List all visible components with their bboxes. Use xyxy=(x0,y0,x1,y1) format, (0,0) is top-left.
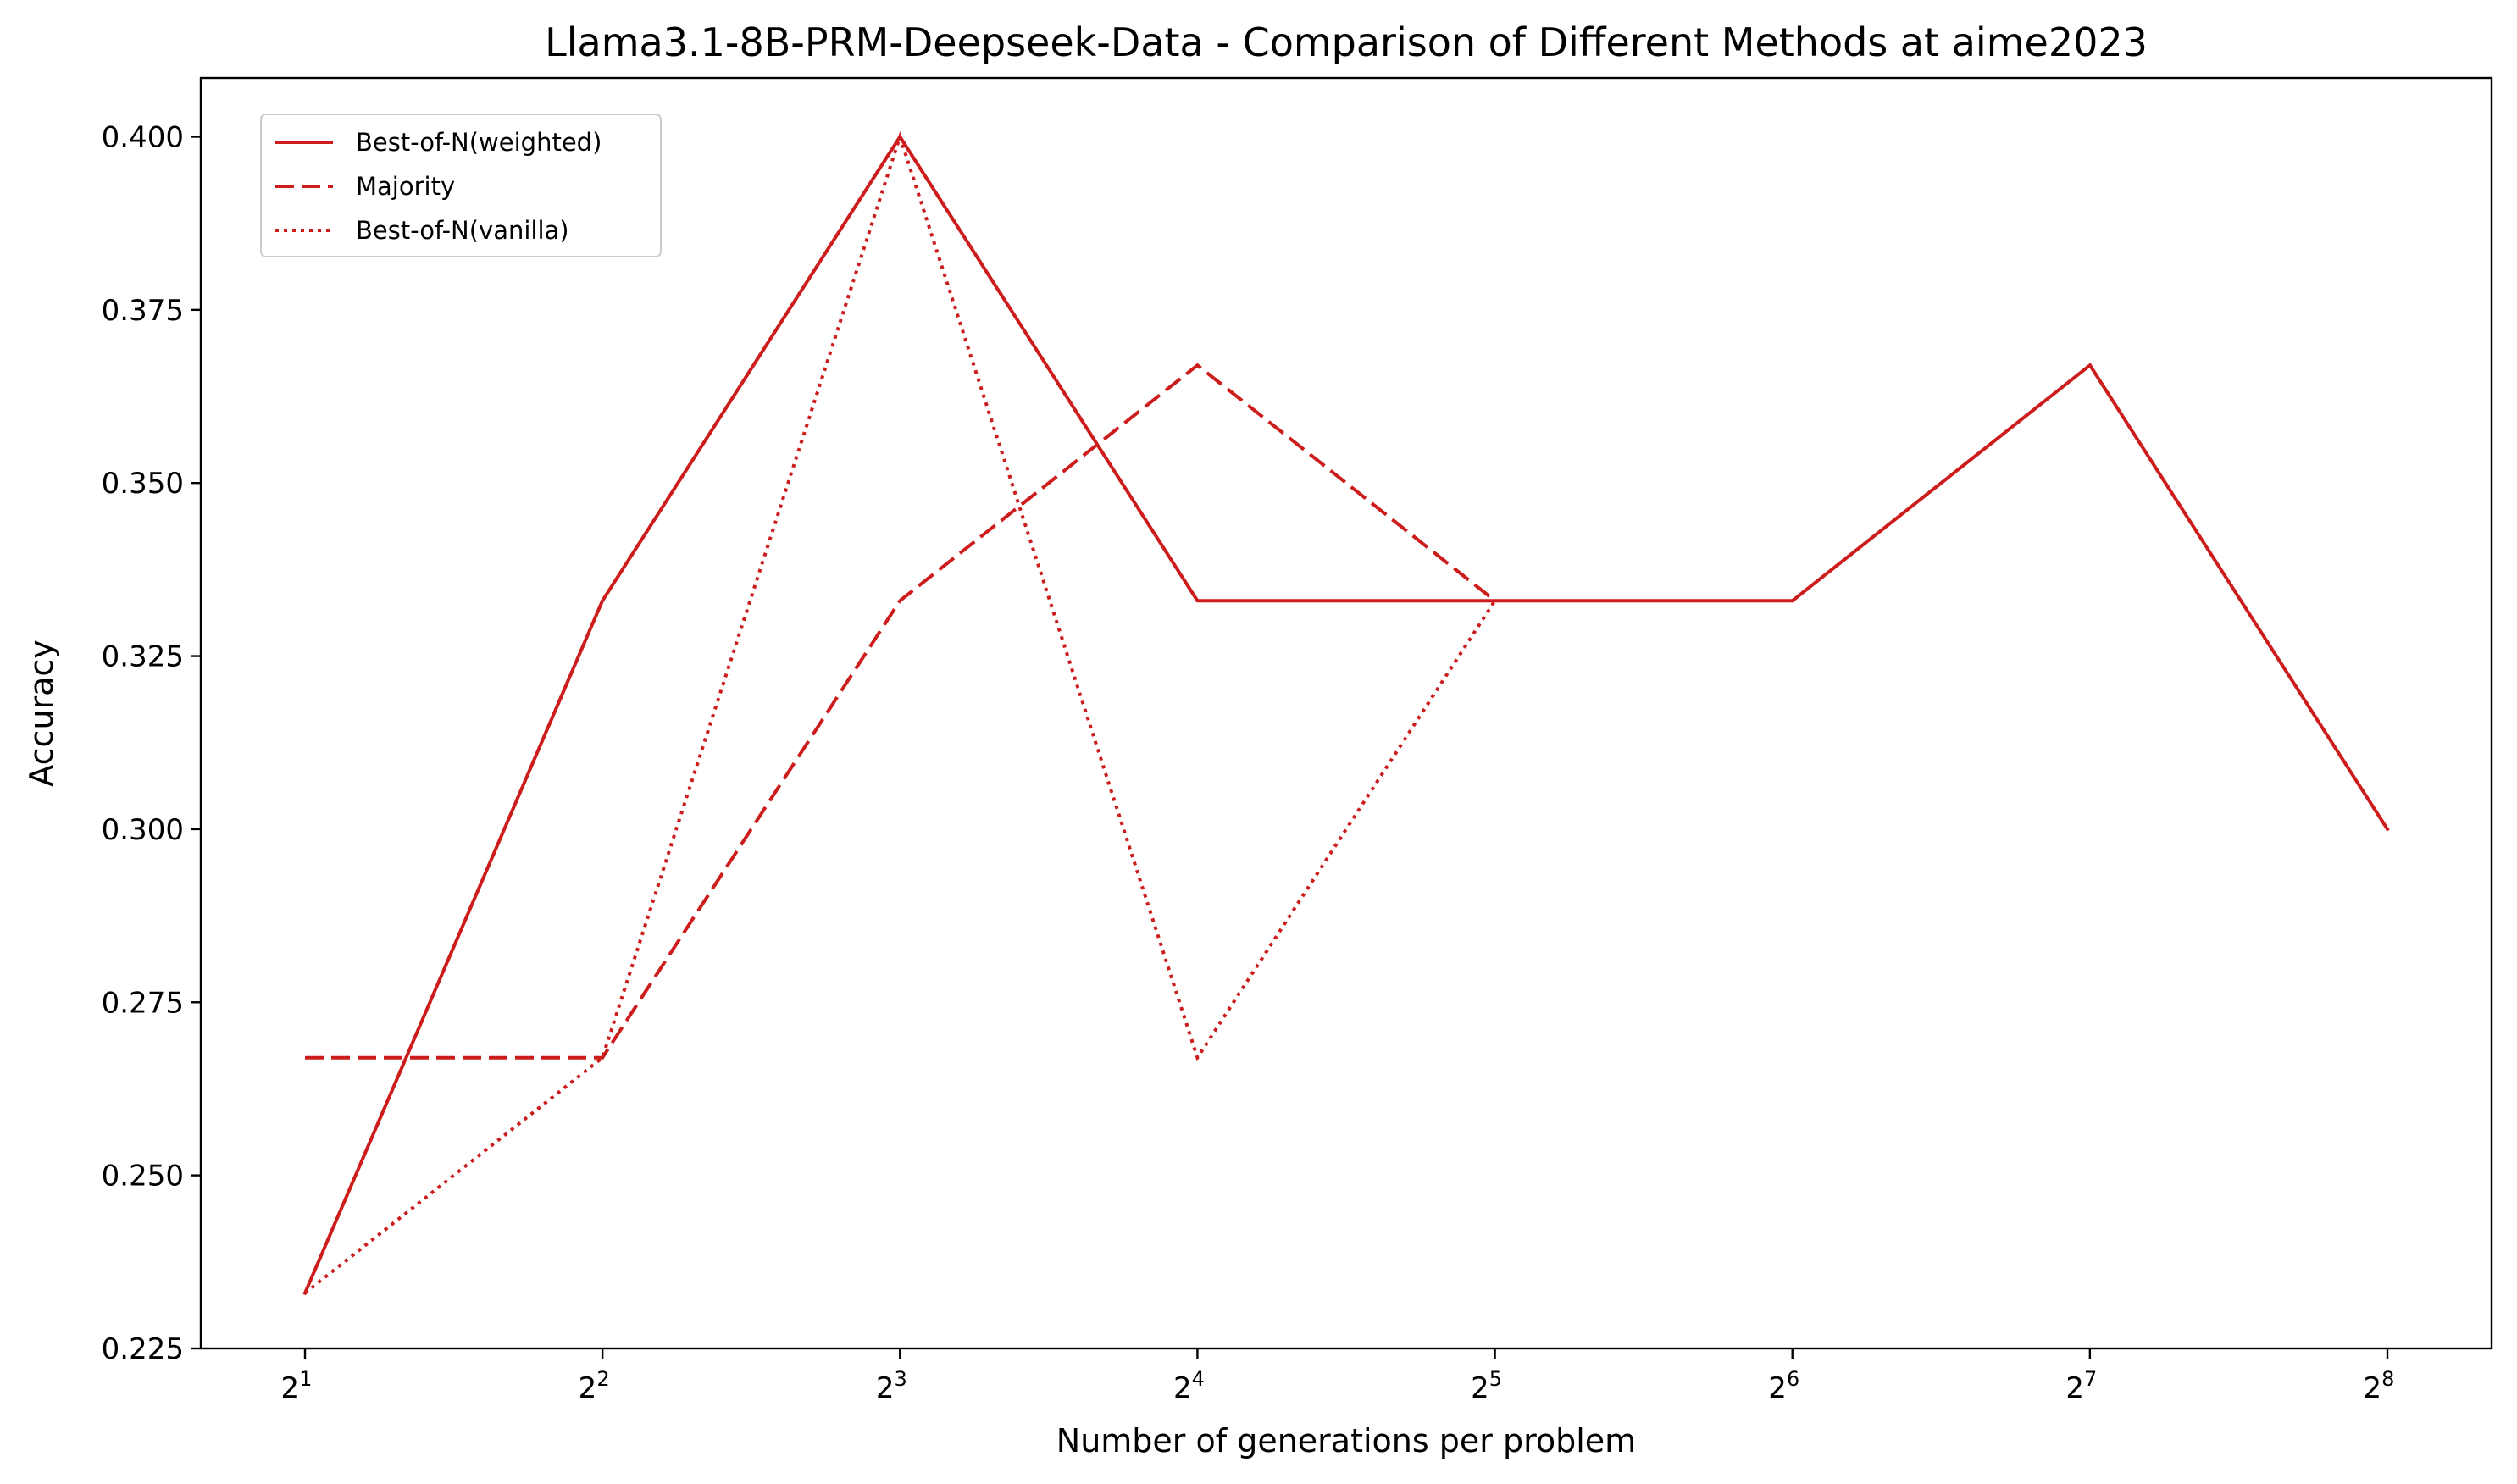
y-tick-label: 0.275 xyxy=(102,986,184,1020)
x-axis: 21 22 23 24 25 26 27 28 xyxy=(281,1348,2395,1405)
x-tick-label: 24 xyxy=(1173,1367,1205,1405)
series-line-best-of-n-weighted xyxy=(302,133,2390,1296)
x-tick-label: 23 xyxy=(876,1367,907,1405)
y-tick-label: 0.300 xyxy=(102,813,184,847)
x-tick-label: 28 xyxy=(2364,1367,2395,1405)
series-line-majority xyxy=(305,363,1496,1060)
y-tick-label: 0.375 xyxy=(102,294,184,328)
x-tick-label: 26 xyxy=(1768,1367,1799,1405)
plot-frame xyxy=(199,76,2493,1350)
chart-title: Llama3.1-8B-PRM-Deepseek-Data - Comparis… xyxy=(545,19,2148,65)
x-axis-label: Number of generations per problem xyxy=(1056,1422,1636,1459)
y-axis-label: Accuracy xyxy=(23,640,60,787)
plot-area xyxy=(302,130,2390,1296)
y-axis: 0.225 0.250 0.275 0.300 0.325 0.350 0.375 0.400 xyxy=(102,120,201,1366)
series-line-best-of-n-vanilla xyxy=(303,130,1497,1295)
legend-label: Best-of-N(weighted) xyxy=(356,128,602,157)
y-tick-label: 0.350 xyxy=(102,467,184,501)
x-tick-label: 25 xyxy=(1471,1367,1502,1405)
legend-label: Majority xyxy=(356,172,455,201)
y-tick-label: 0.250 xyxy=(102,1160,184,1193)
y-tick-label: 0.225 xyxy=(102,1332,184,1366)
legend-box xyxy=(260,114,662,257)
x-tick-label: 22 xyxy=(579,1367,610,1405)
y-tick-label: 0.400 xyxy=(102,120,184,154)
x-tick-label: 21 xyxy=(281,1367,313,1405)
y-tick-label: 0.325 xyxy=(102,640,184,674)
legend: Best-of-N(weighted) Majority Best-of-N(van… xyxy=(260,114,662,257)
x-tick-label: 27 xyxy=(2065,1367,2097,1405)
legend-label: Best-of-N(vanilla) xyxy=(356,216,569,245)
